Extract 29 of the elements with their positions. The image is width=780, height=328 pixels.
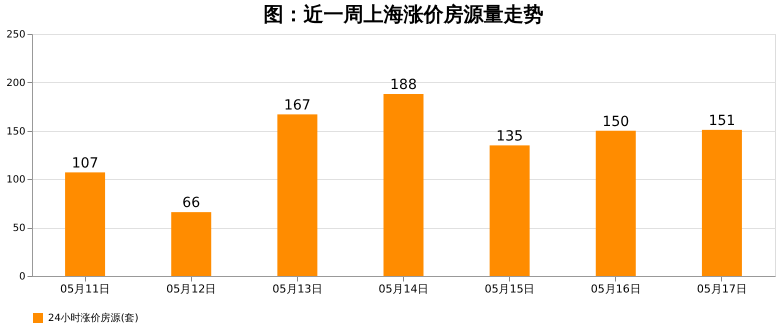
x-tick-label: 05月12日 xyxy=(166,282,216,296)
y-tick-label: 100 xyxy=(6,174,26,186)
data-label: 151 xyxy=(708,112,736,129)
y-tick-label: 200 xyxy=(6,78,26,89)
bar xyxy=(171,212,212,276)
x-tick-label: 05月14日 xyxy=(378,282,428,296)
y-tick-label: 50 xyxy=(12,223,26,234)
y-tick-label: 250 xyxy=(6,30,26,40)
bar xyxy=(702,130,742,276)
data-label: 188 xyxy=(390,77,417,94)
chart-title: 图：近一周上海涨价房源量走势 xyxy=(264,2,544,26)
data-label: 66 xyxy=(182,195,200,212)
bar xyxy=(384,94,424,276)
x-tick-label: 05月15日 xyxy=(484,282,535,296)
bar xyxy=(65,172,106,276)
data-label: 135 xyxy=(496,128,524,144)
x-tick-label: 05月17日 xyxy=(696,282,747,296)
y-tick-label: 150 xyxy=(6,126,26,138)
data-label: 107 xyxy=(72,155,98,172)
bar xyxy=(490,145,530,276)
y-tick-label: 0 xyxy=(19,272,26,282)
x-tick-label: 05月11日 xyxy=(60,282,110,296)
legend-label: 24小时涨价房源(套) xyxy=(48,312,139,324)
x-tick-label: 05月13日 xyxy=(272,282,322,296)
x-tick-label: 05月16日 xyxy=(590,282,641,296)
bar xyxy=(596,130,636,276)
data-label: 150 xyxy=(602,114,630,130)
data-label: 167 xyxy=(284,97,311,114)
bar xyxy=(277,114,318,276)
